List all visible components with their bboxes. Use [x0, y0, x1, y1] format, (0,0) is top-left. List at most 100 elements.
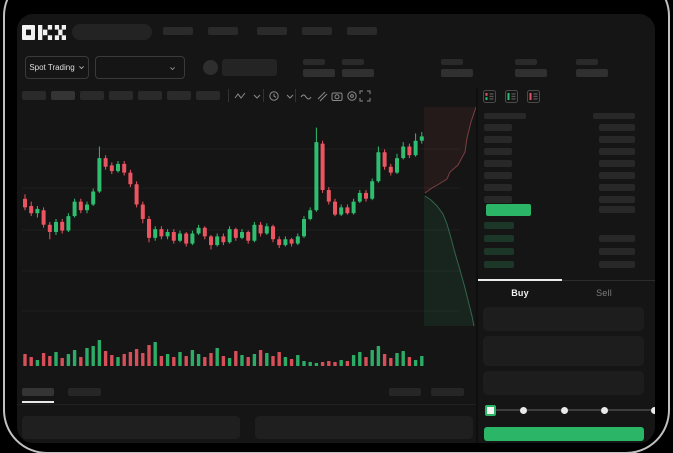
volume-bar — [23, 354, 27, 366]
volume-bar — [153, 342, 157, 366]
timeframe-button[interactable] — [51, 91, 75, 100]
volume-bar — [314, 363, 319, 366]
candle-style-icon[interactable] — [234, 90, 246, 102]
volume-bar — [196, 354, 201, 366]
app-screen: Spot Trading — [17, 14, 655, 443]
timeframe-button[interactable] — [80, 91, 104, 100]
ask-price-placeholder[interactable] — [484, 184, 512, 191]
search-input[interactable] — [72, 24, 152, 40]
volume-bar — [66, 354, 71, 366]
ask-price-placeholder[interactable] — [484, 136, 512, 143]
volume-bar — [122, 354, 126, 366]
volume-bar — [35, 360, 40, 366]
ask-amount-placeholder[interactable] — [599, 196, 635, 203]
bottom-tab[interactable] — [68, 388, 101, 396]
slider-stop[interactable] — [561, 407, 568, 414]
chevron-down-icon[interactable] — [284, 90, 296, 102]
stat-value-placeholder — [515, 69, 547, 77]
book-asks-icon[interactable] — [527, 90, 540, 103]
slider-stop[interactable] — [601, 407, 608, 414]
bid-price-placeholder[interactable] — [484, 235, 514, 242]
amount-input-placeholder[interactable] — [483, 336, 644, 366]
candle-body — [295, 236, 300, 244]
candlestick-chart[interactable] — [17, 14, 655, 443]
timeframe-button[interactable] — [138, 91, 162, 100]
volume-bar — [48, 356, 52, 366]
book-bids-icon[interactable] — [505, 90, 518, 103]
interval-clock-icon[interactable] — [268, 90, 280, 102]
timeframe-button[interactable] — [22, 91, 46, 100]
ask-price-placeholder[interactable] — [484, 196, 512, 203]
volume-bar — [172, 357, 176, 366]
candle-body — [66, 216, 71, 231]
slider-stop[interactable] — [520, 407, 527, 414]
nav-item-placeholder[interactable] — [163, 27, 193, 35]
candle-body — [382, 152, 387, 167]
ask-price-placeholder[interactable] — [484, 172, 512, 179]
candle-body — [345, 207, 350, 214]
slider-handle[interactable] — [485, 405, 496, 416]
bid-price-placeholder[interactable] — [484, 248, 514, 255]
orderbook-last-price[interactable] — [486, 204, 531, 216]
candle-body — [333, 201, 337, 215]
ask-amount-placeholder[interactable] — [599, 184, 635, 191]
ask-price-placeholder[interactable] — [484, 160, 512, 167]
candle-body — [128, 172, 133, 185]
ask-amount-placeholder[interactable] — [599, 160, 635, 167]
indicator-wave-icon[interactable] — [300, 90, 312, 102]
ask-price-placeholder[interactable] — [484, 124, 512, 131]
timeframe-button[interactable] — [109, 91, 133, 100]
bid-amount-placeholder[interactable] — [599, 235, 635, 242]
slider-stop[interactable] — [651, 407, 655, 414]
ask-amount-placeholder[interactable] — [599, 172, 635, 179]
ask-amount-placeholder[interactable] — [599, 206, 635, 213]
candle-body — [23, 198, 27, 208]
stat-label-placeholder — [576, 59, 598, 65]
fullscreen-icon[interactable] — [359, 90, 371, 102]
buy-submit-button[interactable] — [484, 427, 644, 441]
bottom-action-placeholder[interactable] — [431, 388, 464, 396]
market-type-selector[interactable]: Spot Trading — [25, 56, 89, 79]
total-input-placeholder[interactable] — [483, 371, 644, 395]
volume-bar — [203, 357, 207, 366]
bottom-tab-active[interactable] — [22, 388, 54, 396]
bottom-action-placeholder[interactable] — [389, 388, 421, 396]
chevron-down-icon[interactable] — [251, 90, 263, 102]
price-input-placeholder[interactable] — [483, 307, 644, 331]
nav-item-placeholder[interactable] — [347, 27, 377, 35]
camera-icon[interactable] — [331, 90, 343, 102]
amount-slider[interactable] — [485, 403, 655, 417]
bid-amount-placeholder[interactable] — [599, 248, 635, 255]
draw-pencil-icon[interactable] — [316, 90, 328, 102]
candle-body — [289, 239, 294, 244]
bid-amount-placeholder[interactable] — [599, 261, 635, 268]
volume-bar — [234, 351, 238, 366]
tab-sell[interactable]: Sell — [596, 288, 612, 298]
volume-bar — [376, 346, 381, 366]
ask-amount-placeholder[interactable] — [599, 148, 635, 155]
nav-item-placeholder[interactable] — [302, 27, 332, 35]
book-combined-icon[interactable] — [483, 90, 496, 103]
chevron-down-icon — [170, 67, 175, 71]
ask-amount-placeholder[interactable] — [599, 124, 635, 131]
volume-bar — [178, 352, 182, 366]
candle-body — [320, 143, 325, 190]
candle-body — [215, 236, 220, 246]
tab-buy[interactable]: Buy — [511, 288, 529, 298]
ask-price-placeholder[interactable] — [484, 148, 512, 155]
settings-gear-icon[interactable] — [346, 90, 358, 102]
bid-price-placeholder[interactable] — [484, 261, 514, 268]
timeframe-button[interactable] — [167, 91, 191, 100]
pair-selector[interactable] — [95, 56, 185, 79]
ask-amount-placeholder[interactable] — [599, 136, 635, 143]
stat-label-placeholder — [515, 59, 537, 65]
volume-bar — [116, 357, 120, 366]
last-price-placeholder — [222, 59, 277, 76]
timeframe-button[interactable] — [196, 91, 220, 100]
volume-bar — [221, 356, 226, 366]
nav-item-placeholder[interactable] — [208, 27, 238, 35]
nav-item-placeholder[interactable] — [257, 27, 287, 35]
bid-price-placeholder[interactable] — [484, 222, 514, 229]
volume-bar — [141, 353, 145, 366]
